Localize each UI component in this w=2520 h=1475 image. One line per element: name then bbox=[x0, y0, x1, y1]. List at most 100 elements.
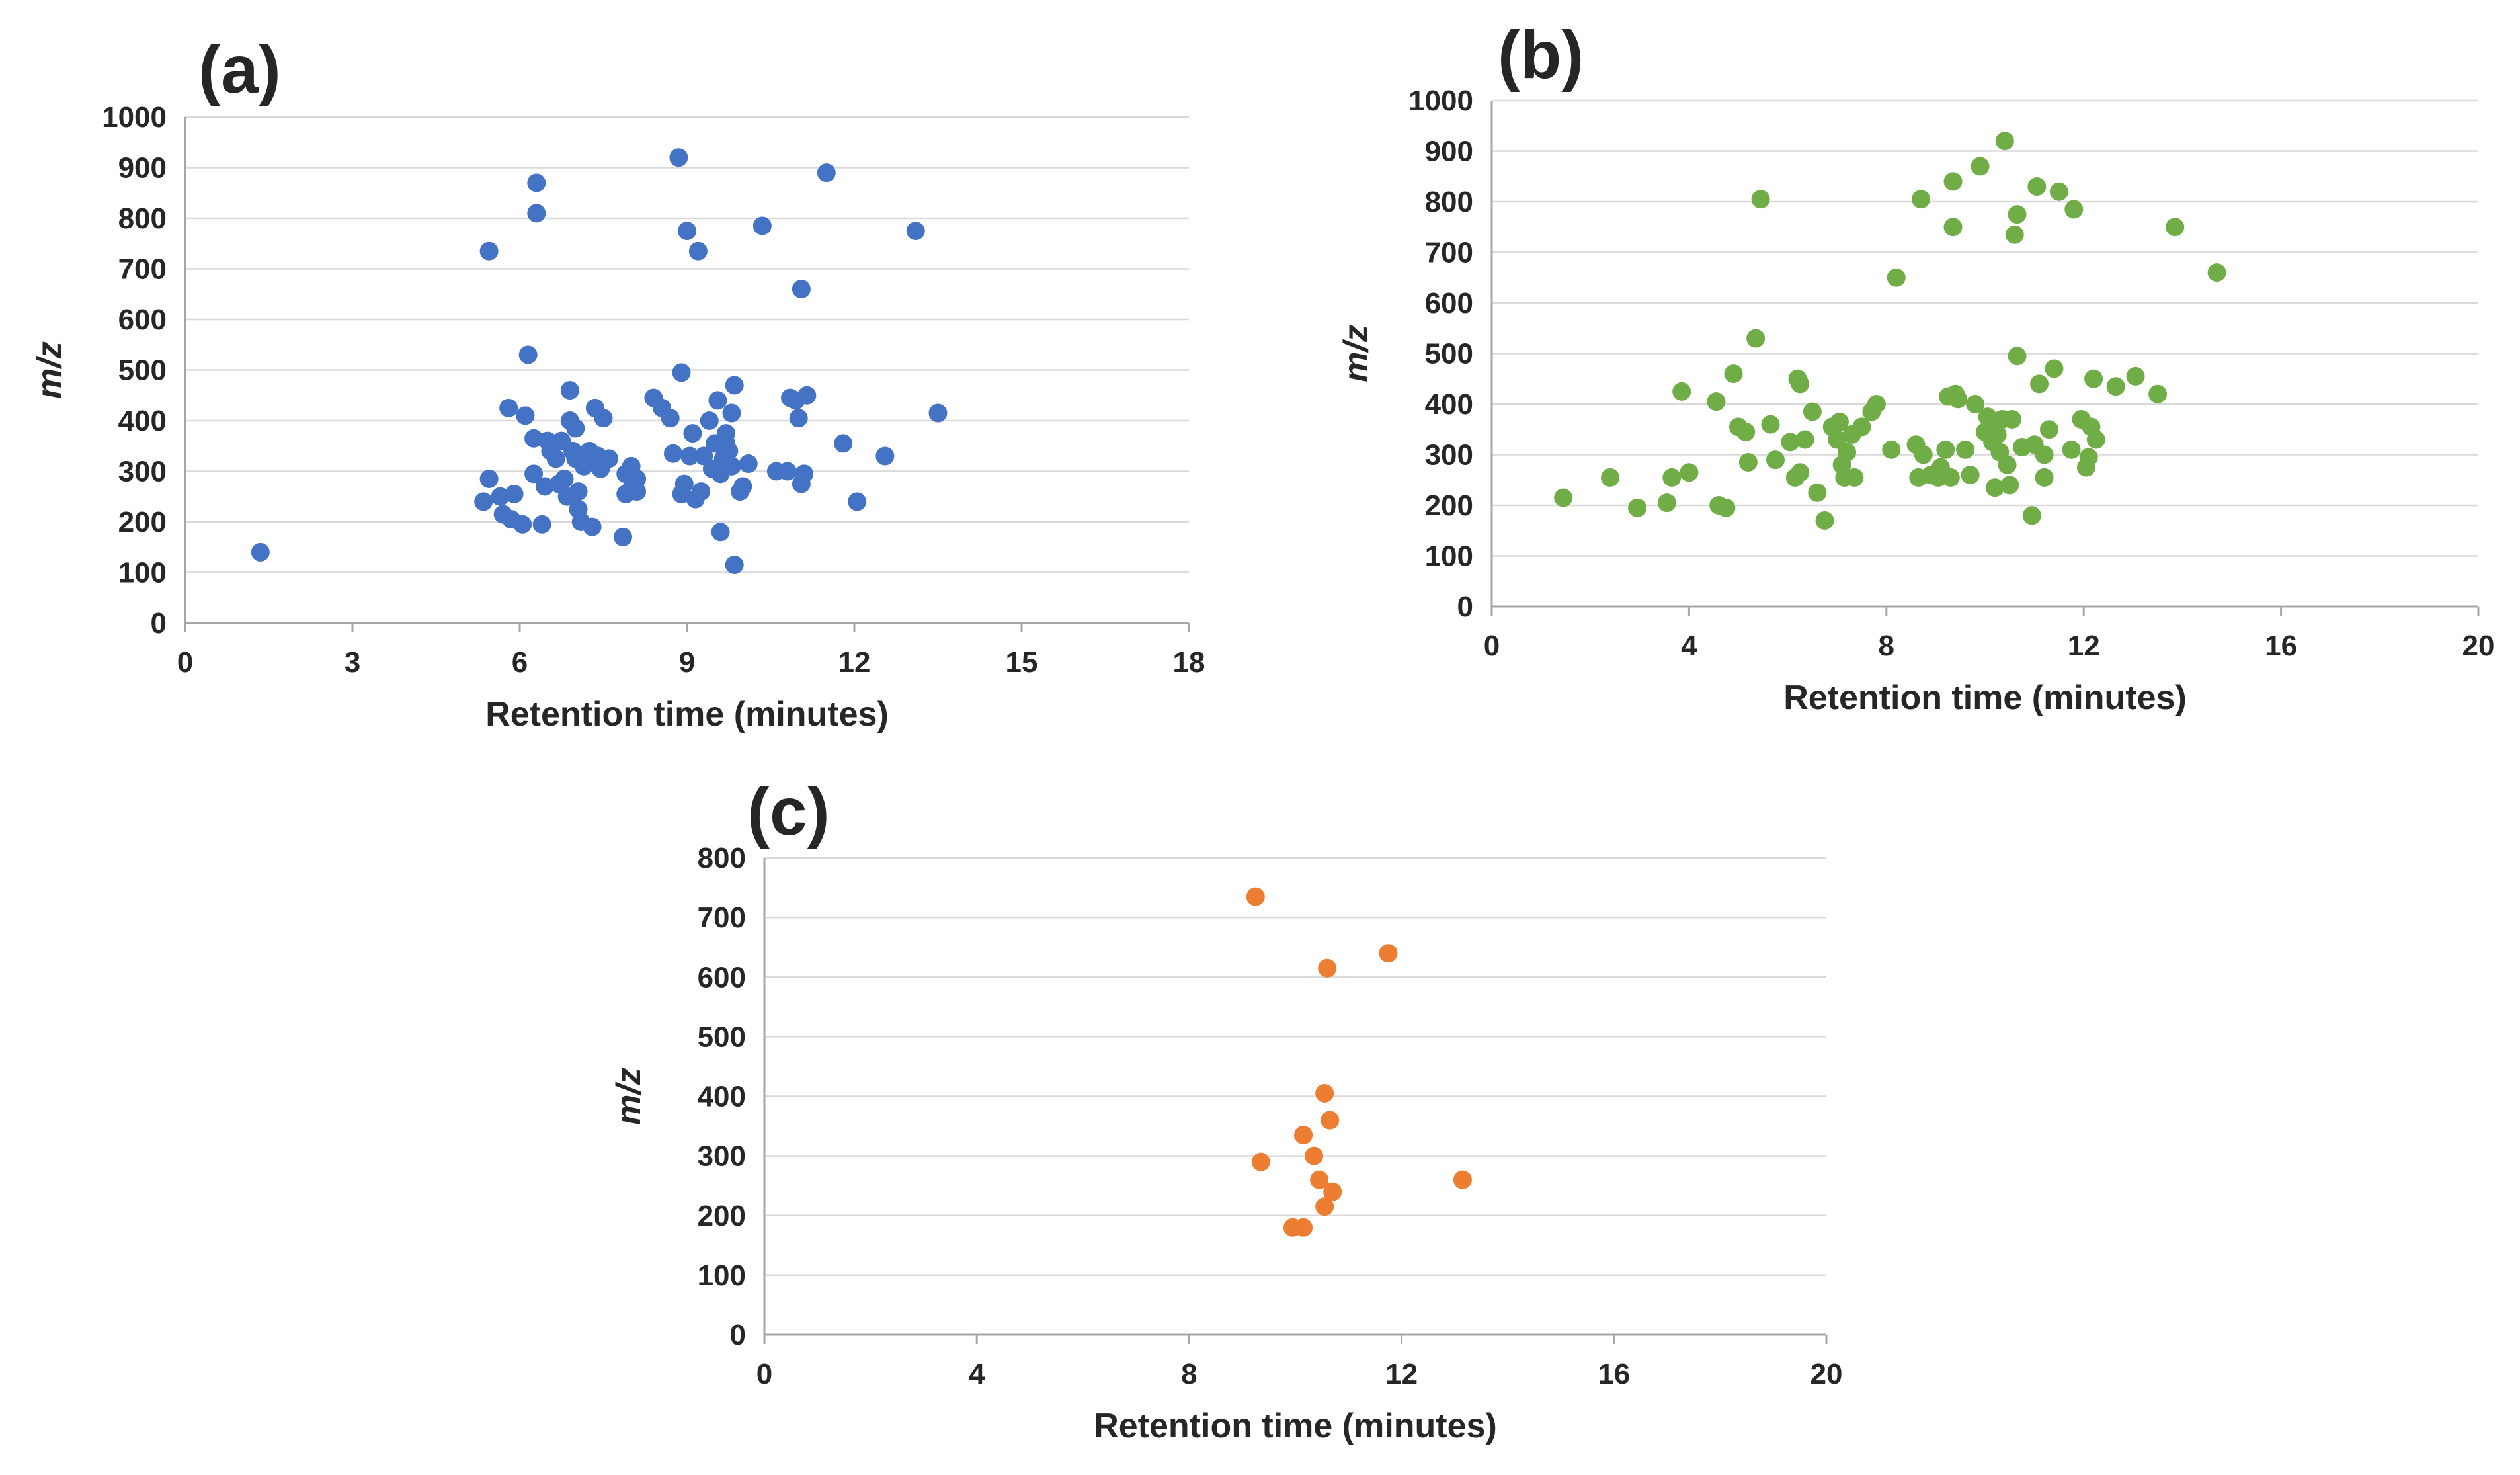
data-point bbox=[2079, 448, 2098, 467]
data-point bbox=[251, 542, 270, 562]
data-point bbox=[1988, 425, 2007, 444]
y-tick-label: 600 bbox=[118, 304, 167, 336]
x-tick-label: 0 bbox=[756, 1358, 772, 1390]
y-tick-label: 500 bbox=[1425, 338, 1473, 370]
data-point bbox=[722, 456, 741, 476]
data-point bbox=[722, 403, 741, 423]
data-point bbox=[2166, 218, 2185, 237]
data-point bbox=[599, 449, 618, 468]
data-point bbox=[2084, 369, 2103, 388]
y-tick-label: 900 bbox=[1425, 136, 1473, 168]
data-point bbox=[1985, 478, 2004, 497]
x-tick-label: 9 bbox=[679, 646, 695, 679]
data-point bbox=[491, 487, 510, 506]
data-point bbox=[569, 482, 588, 501]
y-axis-label: m/z bbox=[30, 341, 69, 399]
data-point bbox=[1845, 468, 1864, 487]
data-point bbox=[1662, 468, 1682, 487]
y-tick-label: 100 bbox=[698, 1259, 746, 1292]
data-point bbox=[1998, 455, 2017, 474]
y-tick-label: 200 bbox=[118, 506, 167, 538]
data-point bbox=[527, 173, 546, 192]
data-point bbox=[2049, 182, 2068, 201]
data-point bbox=[752, 216, 772, 235]
data-point bbox=[708, 391, 727, 410]
x-tick-label: 12 bbox=[2068, 630, 2100, 662]
x-tick-label: 0 bbox=[1484, 630, 1500, 662]
data-point bbox=[2005, 225, 2024, 244]
data-point bbox=[566, 419, 585, 438]
data-point bbox=[683, 424, 702, 443]
y-tick-label: 0 bbox=[730, 1319, 746, 1351]
data-point bbox=[1601, 468, 1620, 487]
data-point bbox=[692, 482, 711, 501]
data-point bbox=[792, 280, 811, 299]
data-point bbox=[1453, 1170, 1472, 1189]
data-point bbox=[2000, 476, 2019, 495]
x-tick-label: 3 bbox=[345, 646, 360, 679]
data-point bbox=[2003, 409, 2022, 429]
data-point bbox=[1628, 498, 1647, 517]
data-point bbox=[2035, 445, 2054, 464]
data-point bbox=[1815, 511, 1834, 530]
y-tick-label: 500 bbox=[698, 1021, 746, 1053]
data-point bbox=[1943, 172, 1963, 191]
data-point bbox=[2064, 200, 2084, 219]
y-tick-label: 600 bbox=[698, 961, 746, 993]
data-point bbox=[2039, 420, 2058, 439]
x-axis-label: Retention time (minutes) bbox=[1094, 1407, 1497, 1445]
data-point bbox=[733, 477, 752, 496]
x-tick-label: 12 bbox=[1385, 1358, 1418, 1390]
data-point bbox=[2027, 177, 2047, 196]
data-point bbox=[834, 434, 853, 453]
data-point bbox=[505, 484, 524, 503]
data-point bbox=[1379, 944, 1398, 963]
data-point bbox=[1791, 463, 1810, 482]
x-tick-label: 20 bbox=[1810, 1358, 1843, 1390]
data-point bbox=[797, 386, 817, 405]
data-point bbox=[725, 376, 744, 395]
data-point bbox=[1830, 412, 1849, 431]
data-point bbox=[2126, 366, 2145, 386]
data-point bbox=[1318, 958, 1337, 978]
data-point bbox=[1294, 1218, 1313, 1237]
x-tick-label: 12 bbox=[838, 646, 871, 679]
data-point bbox=[1803, 402, 1822, 421]
panel-label: (b) bbox=[1498, 17, 1584, 93]
data-point bbox=[663, 444, 682, 463]
x-tick-label: 4 bbox=[1681, 630, 1697, 662]
data-point bbox=[1717, 498, 1736, 517]
data-point bbox=[1941, 468, 1960, 487]
data-point bbox=[1956, 440, 1975, 459]
y-tick-label: 300 bbox=[118, 456, 167, 488]
panel-a: 0 100 200 300 400 500 600 700 800 900 1000 0 3 6 9 12 15… bbox=[30, 32, 1205, 734]
x-tick-label: 8 bbox=[1181, 1358, 1197, 1390]
data-point bbox=[628, 482, 647, 501]
y-tick-label: 200 bbox=[698, 1200, 746, 1232]
data-point bbox=[2148, 384, 2168, 403]
data-point bbox=[1554, 488, 1573, 507]
x-tick-label: 18 bbox=[1173, 646, 1205, 679]
x-tick-label: 15 bbox=[1006, 646, 1038, 679]
y-tick-label: 1000 bbox=[102, 101, 167, 134]
data-point bbox=[1795, 430, 1814, 449]
y-tick-label: 800 bbox=[1425, 186, 1473, 218]
data-point bbox=[1852, 417, 1871, 437]
y-tick-label: 700 bbox=[1425, 237, 1473, 269]
y-tick-label: 0 bbox=[151, 607, 167, 640]
data-point bbox=[560, 381, 579, 400]
y-tick-label: 900 bbox=[118, 152, 167, 185]
y-tick-label: 400 bbox=[1425, 388, 1473, 421]
data-point bbox=[1887, 268, 1906, 287]
data-point bbox=[1766, 450, 1785, 470]
data-point bbox=[669, 148, 688, 167]
x-tick-label: 8 bbox=[1879, 630, 1894, 662]
data-point bbox=[848, 492, 867, 511]
data-point bbox=[1808, 483, 1827, 502]
data-point bbox=[479, 469, 499, 488]
data-point bbox=[1838, 442, 1857, 462]
data-point bbox=[1321, 1111, 1340, 1130]
data-point bbox=[2045, 359, 2064, 378]
data-point bbox=[678, 222, 696, 241]
data-point bbox=[1791, 374, 1810, 394]
